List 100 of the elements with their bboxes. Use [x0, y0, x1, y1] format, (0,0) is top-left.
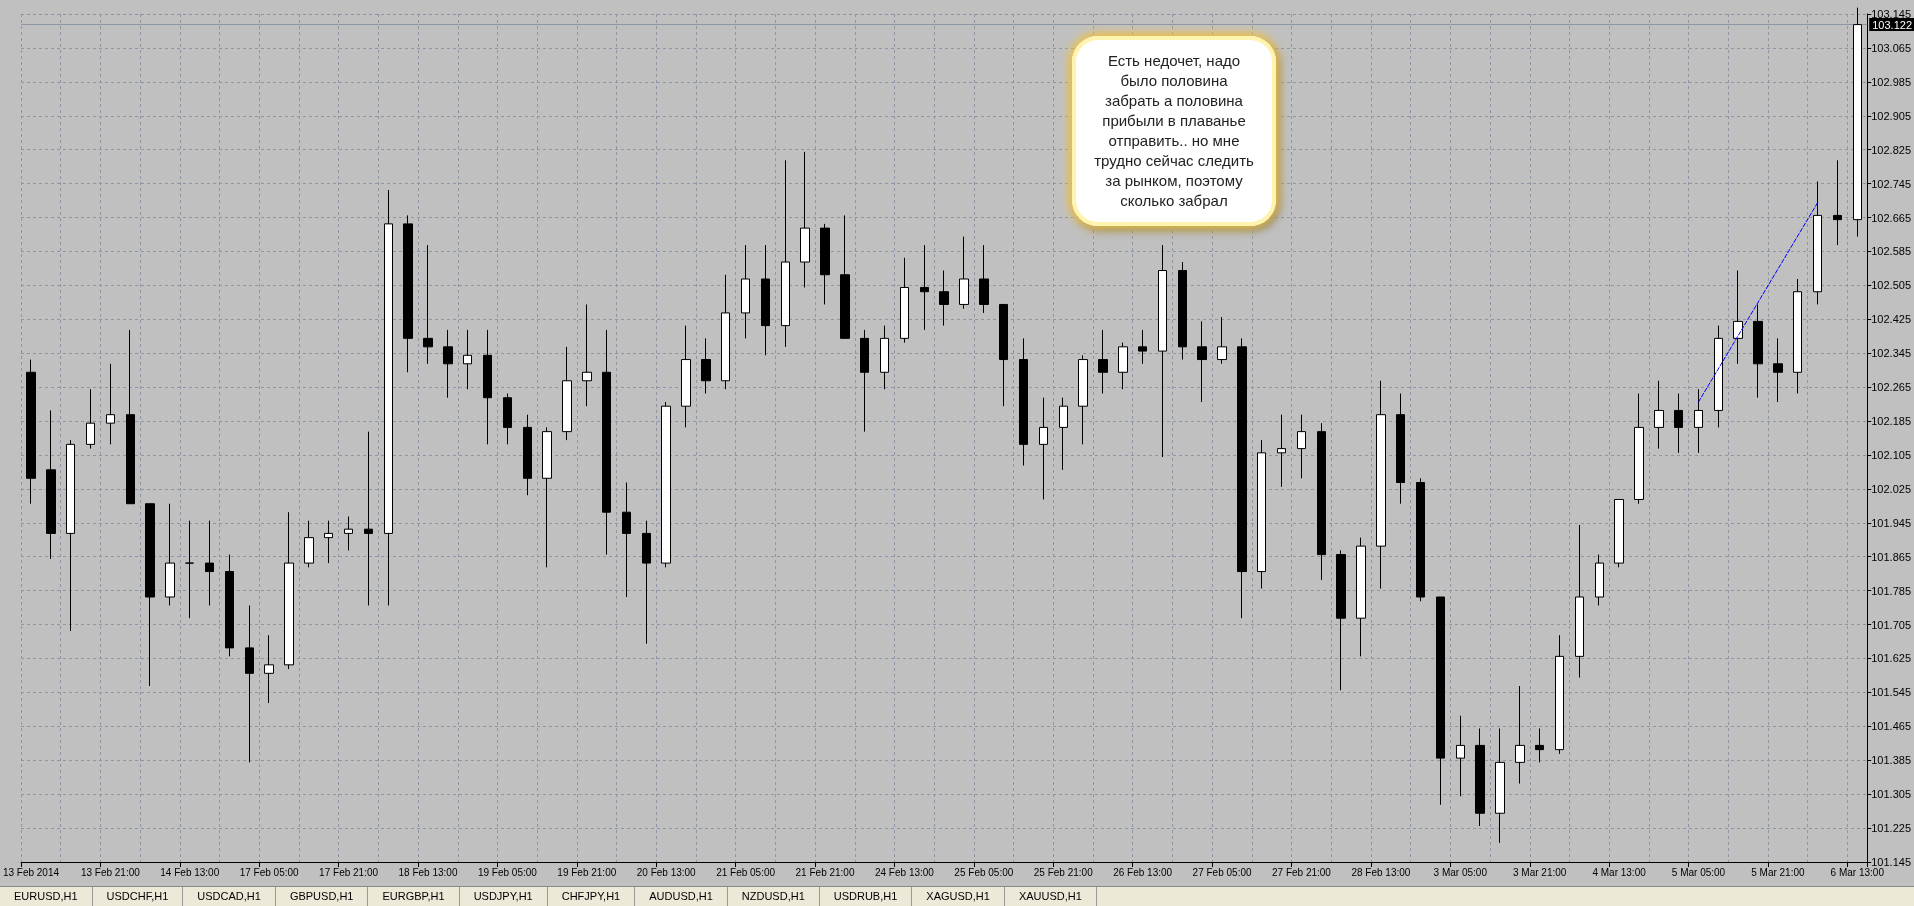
annotation: Есть недочет, надо было половина забрать а половина прибыли в плаванье отправить.. но мне трудно сейчас следить за рынком, поэтому сколько забрал	[1072, 36, 1276, 226]
candlestick	[1019, 337, 1028, 467]
x-tick-label: 5 Mar 21:00	[1751, 866, 1806, 878]
candlestick	[324, 520, 333, 564]
candlestick	[642, 520, 651, 645]
y-tick-label: 102.025	[1871, 482, 1911, 495]
candlestick	[1714, 325, 1723, 428]
candlestick	[1475, 727, 1485, 827]
candlestick	[1495, 727, 1505, 844]
candlestick	[840, 214, 850, 339]
candlestick	[920, 244, 929, 331]
x-tick-label: 5 Mar 05:00	[1671, 866, 1726, 878]
candlestick	[66, 439, 75, 632]
candlestick	[542, 426, 552, 568]
candlestick	[304, 520, 314, 568]
candlestick	[959, 236, 969, 310]
y-tick-label: 101.225	[1871, 822, 1911, 835]
y-tick-label: 102.185	[1871, 415, 1911, 428]
candlestick	[860, 329, 869, 433]
candlestick	[463, 329, 472, 390]
y-tick-label: 102.105	[1871, 448, 1911, 461]
candlestick	[602, 329, 611, 556]
y-tick-label: 102.425	[1871, 313, 1911, 326]
text: XAGUSD,H1	[912, 887, 1005, 906]
y-tick-label: 102.505	[1871, 279, 1911, 292]
candlestick	[1813, 180, 1822, 305]
candlestick	[1178, 261, 1187, 361]
y-tick-label: 101.305	[1871, 788, 1911, 801]
text: NZDUSD,H1	[727, 887, 820, 906]
candlestick	[46, 409, 56, 560]
y-tick-label: 101.785	[1871, 584, 1911, 597]
x-tick-label: 26 Feb 13:00	[1113, 866, 1173, 878]
y-tick-label: 103.065	[1871, 41, 1911, 54]
candlestick	[384, 189, 393, 606]
candlestick	[1773, 337, 1783, 403]
candlestick	[999, 303, 1008, 407]
candlestick	[622, 482, 631, 598]
x-tick-label: 17 Feb 21:00	[319, 866, 379, 878]
candlestick	[1595, 554, 1604, 606]
y-tick-label: 101.545	[1871, 686, 1911, 699]
candlestick	[503, 392, 512, 445]
text: USDRUB,H1	[819, 887, 913, 906]
candlestick	[423, 244, 433, 365]
candlestick	[681, 325, 691, 428]
y-tick-label: 101.625	[1871, 652, 1911, 665]
candlestick	[1098, 329, 1108, 394]
candlestick	[1634, 392, 1644, 505]
candlestick	[562, 346, 572, 441]
candlestick	[1733, 270, 1743, 365]
candlestick	[1336, 549, 1346, 691]
candlestick	[364, 431, 373, 606]
y-tick-label: 101.705	[1871, 618, 1911, 631]
candlestick	[205, 520, 214, 606]
candlestick	[1535, 727, 1544, 763]
candlestick	[781, 159, 790, 348]
candlestick	[1555, 634, 1564, 755]
y-tick-label: 102.825	[1871, 143, 1911, 156]
candlestick	[1575, 524, 1584, 679]
candlestick	[403, 214, 413, 373]
candlestick	[1694, 388, 1703, 454]
x-tick-label: 25 Feb 21:00	[1033, 866, 1094, 878]
candlestick	[761, 244, 770, 356]
y-tick-label: 102.905	[1871, 109, 1911, 122]
candlestick	[225, 554, 234, 657]
x-tick-label: 20 Feb 13:00	[636, 866, 697, 878]
candlestick	[165, 503, 175, 606]
candlestick	[979, 244, 989, 314]
x-tick-label: 28 Feb 13:00	[1351, 866, 1411, 878]
candlestick	[86, 388, 95, 450]
x-tick-label: 13 Feb 2014	[2, 866, 60, 878]
y-tick-label: 102.665	[1871, 211, 1911, 224]
candlestick	[661, 401, 671, 568]
x-tick-label: 25 Feb 05:00	[954, 866, 1014, 878]
candlestick	[245, 604, 254, 763]
candlestick	[1515, 685, 1525, 785]
candlestick	[1654, 380, 1664, 450]
x-tick-label: 19 Feb 21:00	[557, 866, 617, 878]
candlestick	[126, 329, 135, 505]
x-tick-label: 4 Mar 13:00	[1592, 866, 1647, 878]
candlestick	[1356, 537, 1366, 657]
candlestick	[1277, 414, 1286, 488]
text: AUDUSD,H1	[635, 887, 728, 906]
candlestick	[1158, 244, 1167, 458]
candlestick	[1376, 380, 1386, 590]
candlestick	[1416, 477, 1425, 602]
x-tick-label: 21 Feb 05:00	[716, 866, 776, 878]
x-tick-label: 17 Feb 05:00	[239, 866, 300, 878]
ref-line-label: 103.122	[1872, 18, 1912, 31]
text: EURGBP,H1	[368, 887, 460, 906]
candlestick	[1853, 7, 1862, 238]
x-tick-label: 27 Feb 21:00	[1272, 866, 1332, 878]
candlestick	[523, 414, 532, 496]
candlestick	[185, 520, 194, 619]
candlestick	[1078, 354, 1088, 445]
candlestick	[1753, 303, 1763, 399]
candlestick	[1197, 320, 1207, 403]
candlestick	[1297, 414, 1306, 479]
y-tick-label: 101.145	[1871, 856, 1911, 868]
candlestick	[483, 329, 492, 445]
candlestick	[1118, 342, 1128, 390]
